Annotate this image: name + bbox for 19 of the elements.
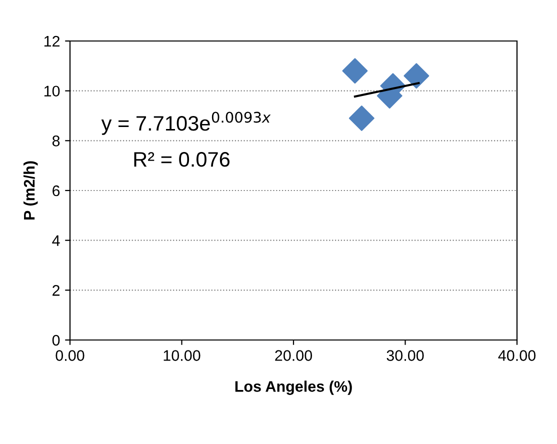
x-tick-label: 20.00 — [275, 350, 312, 361]
x-axis-title: Los Angeles (%) — [235, 380, 352, 395]
x-tick-label: 40.00 — [498, 350, 536, 361]
y-axis-title: P (m2/h) — [23, 161, 38, 220]
y-tick-label: 10 — [44, 86, 60, 97]
x-tick-label: 0.00 — [56, 350, 84, 361]
point — [342, 58, 368, 84]
y-tick-label: 4 — [52, 235, 60, 246]
annotation: y = 7.7103e$^{0.0093x}$ — [101, 112, 271, 135]
x-tick-label: 30.00 — [386, 350, 424, 361]
y-tick-label: 12 — [44, 36, 60, 47]
y-tick-label: 2 — [52, 285, 60, 296]
x-tick-label: 10.00 — [164, 350, 200, 361]
y-tick-label: 0 — [52, 334, 60, 346]
annotation: R² = 0.076 — [134, 152, 230, 167]
y-tick-label: 8 — [52, 136, 60, 146]
point — [404, 63, 430, 89]
point — [348, 106, 374, 131]
y-tick-label: 6 — [52, 185, 60, 196]
